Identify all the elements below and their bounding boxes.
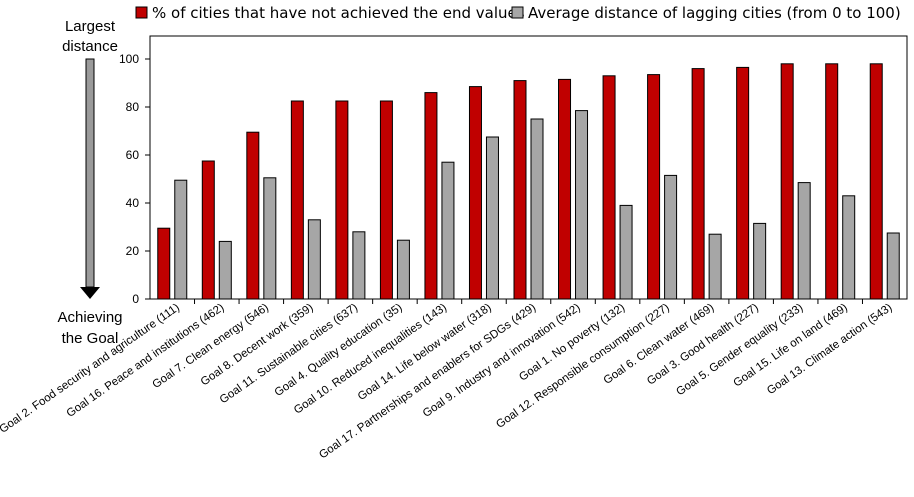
bar-series-2: [352, 231, 366, 300]
plot-area-frame: [149, 35, 908, 300]
bar-series-1: [468, 86, 482, 300]
side-label-bottom-line-2: the Goal: [62, 330, 119, 347]
x-category-label: Goal 9. Industry and innovation (542): [421, 302, 583, 420]
legend-label-series-1: % of cities that have not achieved the e…: [152, 4, 525, 22]
side-label-top-line-2: distance: [62, 38, 118, 55]
bar-series-1: [246, 131, 260, 300]
side-annotation: Largest distance Achieving the Goal: [57, 18, 122, 347]
bar-series-2: [708, 233, 722, 300]
legend-swatch-series-2: [511, 6, 524, 19]
legend: % of cities that have not achieved the e…: [135, 4, 901, 22]
bar-series-2: [174, 179, 188, 300]
bar-series-1: [647, 74, 661, 300]
x-axis: Goal 2. Food security and agriculture (1…: [0, 299, 895, 461]
y-tick-label: 80: [126, 100, 140, 114]
bar-series-1: [157, 227, 171, 300]
bar-series-1: [290, 100, 304, 300]
y-tick-label: 0: [132, 292, 139, 306]
bar-series-1: [201, 160, 215, 300]
bar-series-1: [335, 100, 349, 300]
bar-series-2: [263, 177, 277, 300]
bar-series-2: [797, 182, 811, 300]
bar-series-1: [691, 68, 705, 300]
bar-series-2: [530, 118, 544, 300]
side-arrow-shaft: [85, 58, 95, 288]
bars: [157, 63, 900, 300]
bar-series-2: [886, 232, 900, 300]
bar-series-2: [842, 195, 856, 300]
bar-series-1: [602, 75, 616, 300]
bar-series-2: [485, 136, 499, 300]
bar-series-1: [513, 80, 527, 300]
bar-series-2: [396, 239, 410, 300]
bar-series-1: [780, 63, 794, 300]
bar-series-1: [424, 92, 438, 300]
bar-series-2: [664, 174, 678, 300]
side-arrow-head-icon: [80, 287, 100, 299]
y-tick-label: 100: [119, 52, 139, 66]
side-label-top-line-1: Largest: [65, 18, 116, 35]
bar-series-2: [441, 161, 455, 300]
bar-series-1: [736, 66, 750, 300]
bar-series-1: [825, 63, 839, 300]
y-tick-label: 40: [126, 196, 140, 210]
legend-label-series-2: Average distance of lagging cities (from…: [528, 4, 901, 22]
bar-series-2: [619, 204, 633, 300]
legend-swatch-series-1: [135, 6, 148, 19]
bar-series-2: [307, 219, 321, 300]
bar-series-1: [869, 63, 883, 300]
y-axis: 0 20 40 60 80 100: [119, 52, 150, 306]
bar-series-1: [379, 100, 393, 300]
bar-series-2: [218, 240, 232, 300]
y-tick-label: 60: [126, 148, 140, 162]
y-tick-label: 20: [126, 244, 140, 258]
bar-series-1: [558, 78, 572, 300]
side-label-bottom-line-1: Achieving: [57, 309, 122, 326]
bar-series-2: [753, 222, 767, 300]
bar-series-2: [575, 110, 589, 300]
